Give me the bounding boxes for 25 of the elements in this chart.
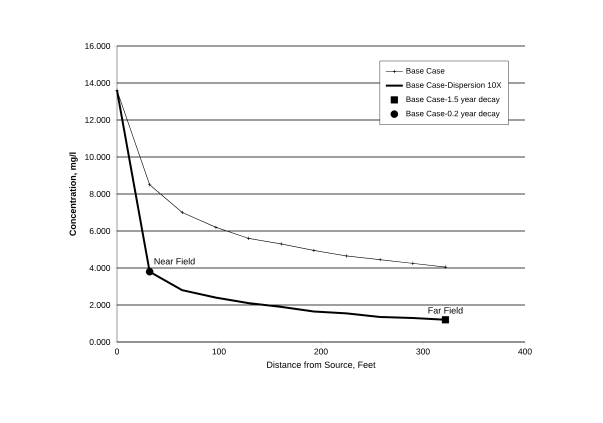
x-axis-title: Distance from Source, Feet (267, 361, 376, 369)
y-tick-label: 6.000 (90, 228, 110, 234)
y-tick-label: 0.000 (90, 339, 110, 345)
point (214, 225, 218, 230)
x-tick-label: 200 (314, 348, 328, 355)
annotation: Far Field (428, 307, 463, 314)
point (180, 210, 184, 214)
y-tick-label: 10.000 (85, 154, 110, 160)
point (279, 242, 284, 246)
point (312, 248, 316, 252)
point (344, 254, 348, 258)
y-axis-title: Concentration, mg/l (69, 152, 78, 236)
x-tick-label: 400 (518, 348, 532, 355)
point (442, 316, 450, 324)
x-tick-label: 100 (212, 348, 226, 355)
y-tick-label: 14.000 (85, 80, 110, 86)
y-tick-label: 12.000 (85, 117, 110, 123)
y-tick-label: 8.000 (90, 191, 110, 197)
y-tick-label: 16.000 (85, 43, 110, 49)
x-tick-label: 300 (416, 348, 430, 355)
y-tick-label: 4.000 (89, 265, 110, 271)
point (146, 268, 154, 276)
y-tick-label: 2.000 (90, 302, 110, 308)
x-tick-label: 0 (114, 348, 120, 355)
annotation: Near Field (154, 258, 195, 265)
